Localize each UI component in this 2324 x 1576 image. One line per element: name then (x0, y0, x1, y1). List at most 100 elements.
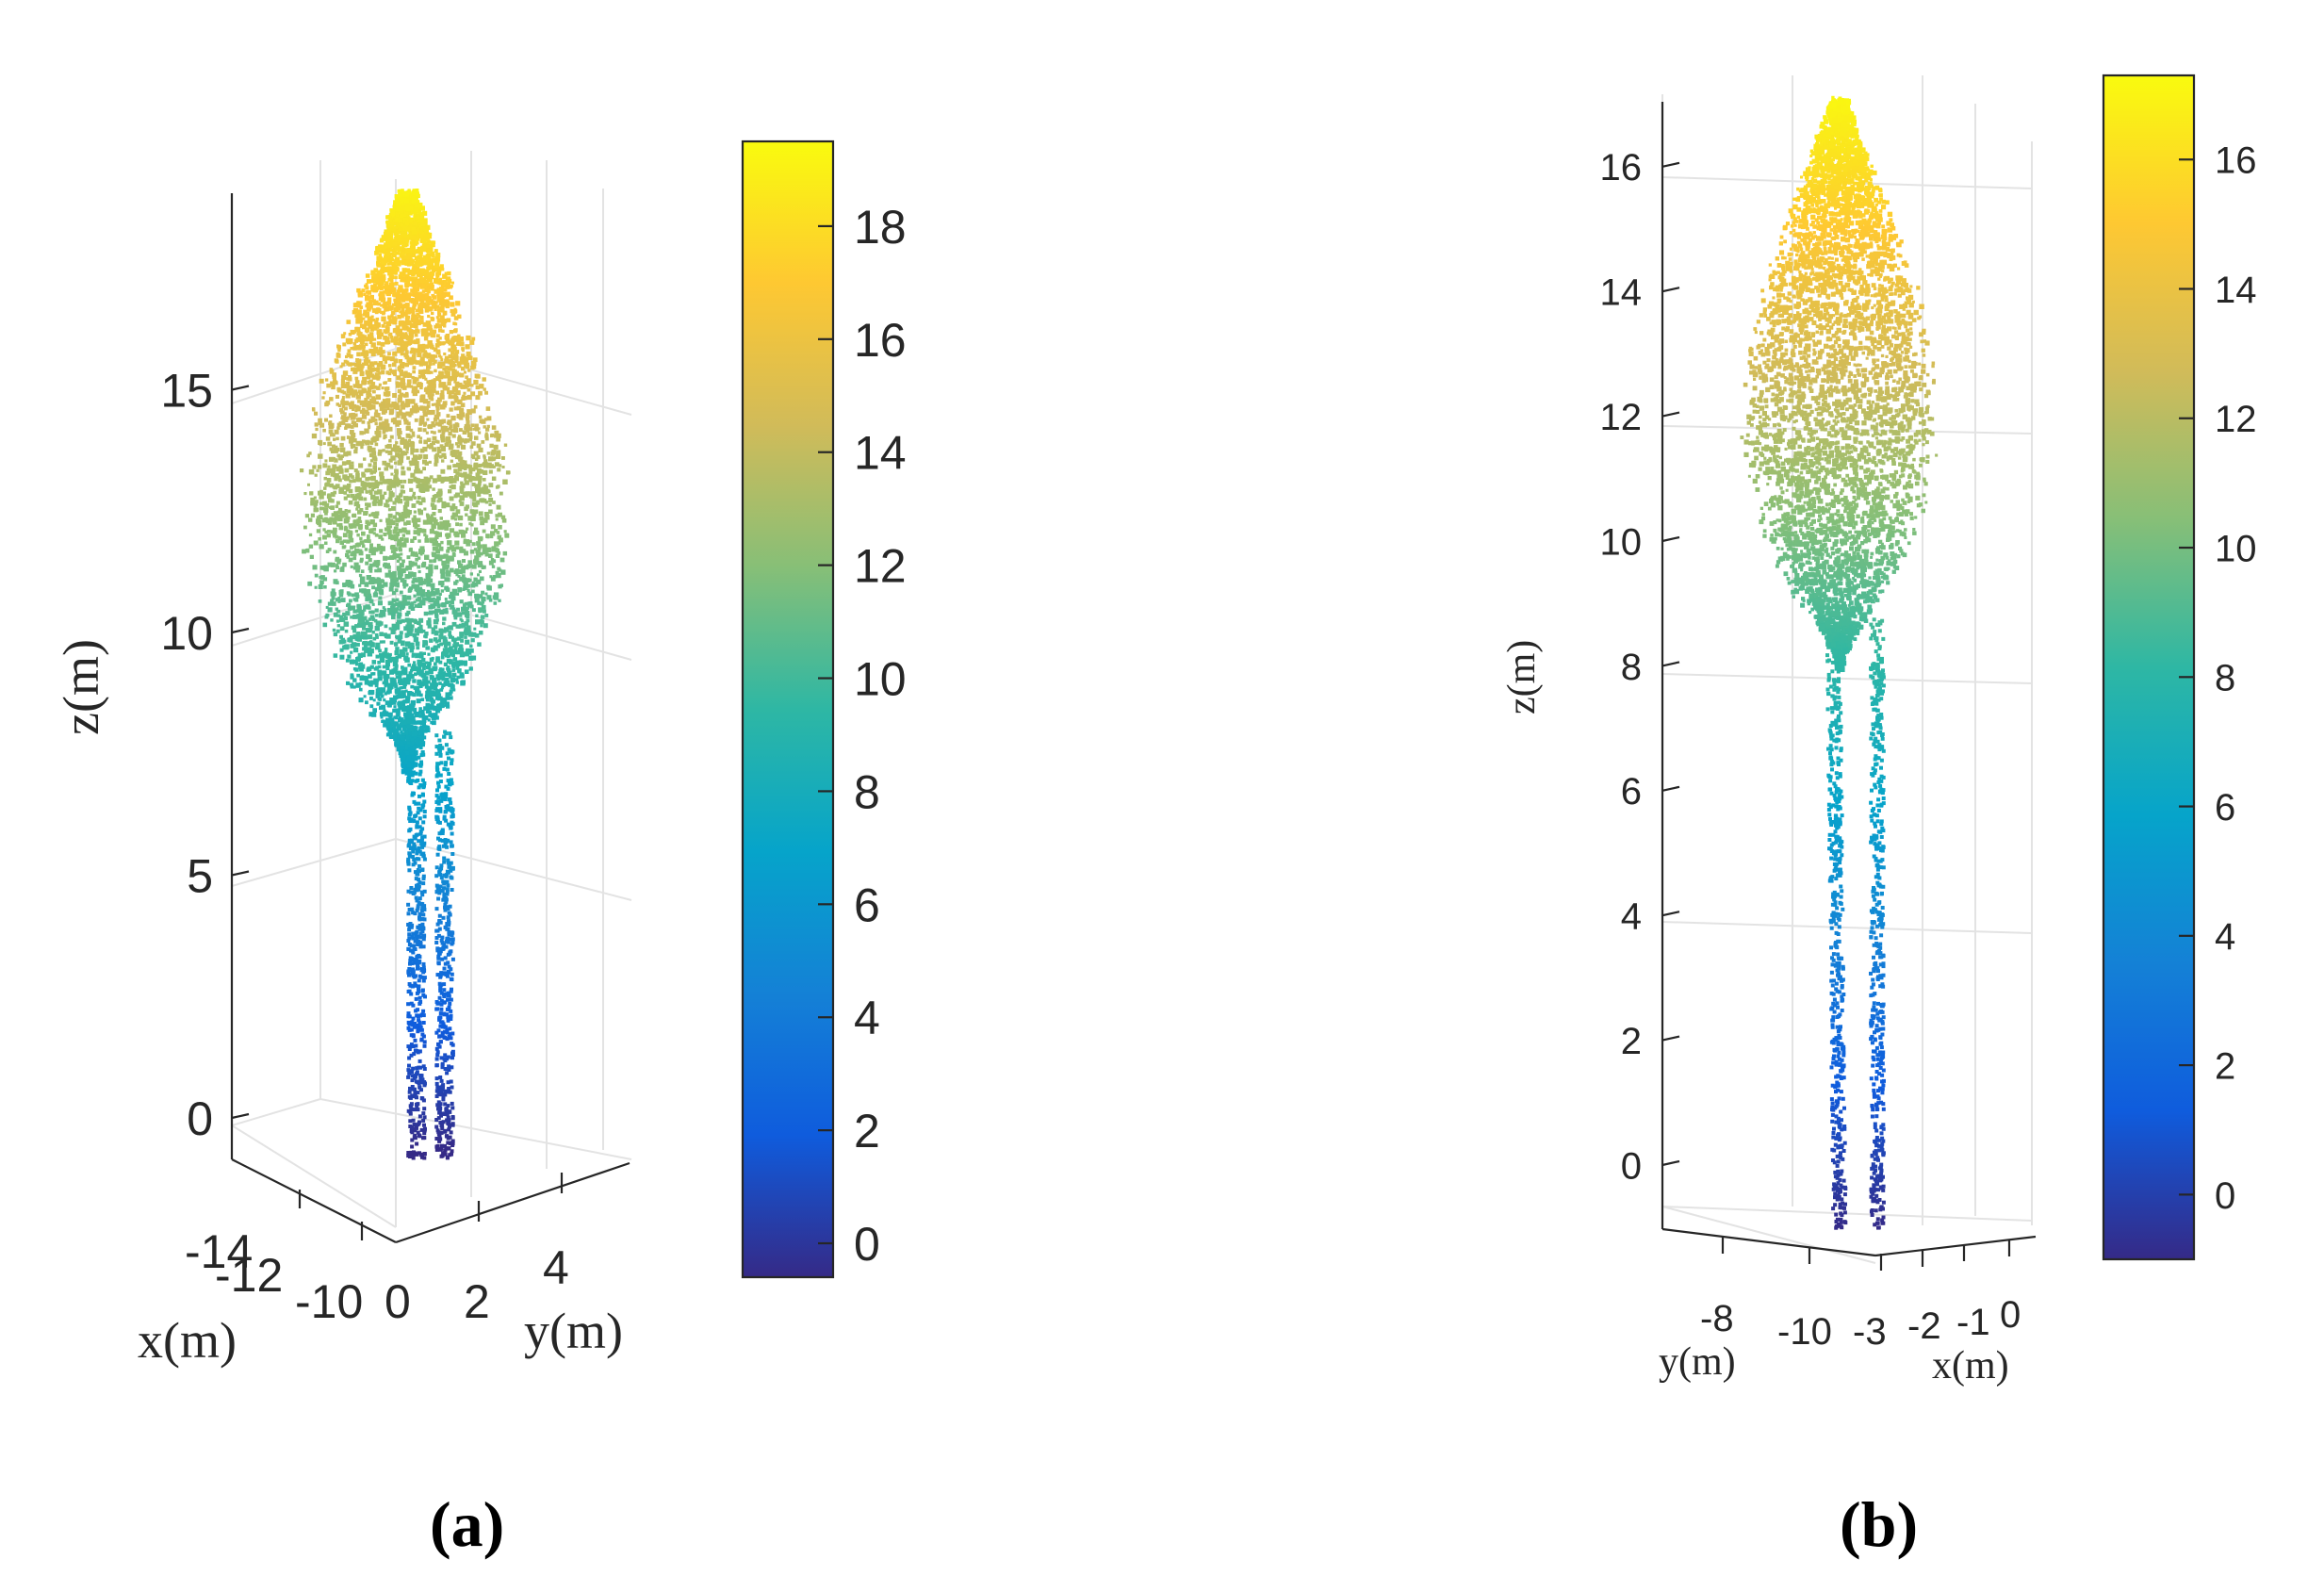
point (470, 638, 475, 643)
point (416, 1108, 420, 1112)
point (447, 271, 451, 276)
point (377, 501, 383, 506)
point (429, 638, 434, 643)
point (448, 1001, 452, 1006)
point (421, 346, 426, 351)
point (441, 946, 446, 951)
point (467, 650, 472, 655)
point (408, 1044, 413, 1049)
point (354, 592, 359, 598)
point (502, 550, 508, 556)
point (401, 404, 406, 410)
point (467, 491, 474, 497)
point (417, 369, 423, 375)
point (471, 542, 476, 547)
point (486, 595, 492, 600)
point (434, 1076, 439, 1081)
point (441, 1097, 446, 1102)
point (447, 932, 451, 937)
point (405, 652, 409, 656)
point (395, 621, 401, 627)
point (425, 513, 429, 517)
point (448, 625, 453, 631)
point (383, 261, 387, 266)
point (415, 1070, 419, 1075)
point (450, 1152, 453, 1157)
point (483, 418, 488, 421)
point (379, 471, 385, 477)
point (436, 299, 440, 303)
point (495, 570, 499, 575)
point (446, 915, 450, 920)
point (361, 407, 366, 412)
point (464, 480, 469, 485)
point (410, 553, 414, 557)
point (366, 575, 371, 581)
point (379, 476, 385, 482)
point (438, 974, 443, 978)
point (419, 271, 424, 276)
point (392, 725, 397, 731)
point (450, 663, 456, 667)
point (451, 621, 457, 627)
point (402, 346, 408, 351)
point (330, 492, 336, 498)
point (414, 628, 419, 633)
point (414, 813, 418, 818)
point (457, 574, 461, 579)
point (379, 670, 384, 676)
point (434, 751, 439, 756)
point (418, 653, 424, 659)
point (486, 424, 490, 429)
point (449, 977, 453, 981)
point (368, 566, 373, 571)
point (397, 638, 402, 644)
point (440, 1032, 445, 1037)
point (348, 333, 352, 337)
point (488, 483, 494, 488)
point (448, 1026, 452, 1031)
point (421, 874, 426, 878)
point (417, 382, 422, 386)
point (358, 550, 364, 556)
point (421, 665, 426, 670)
point (436, 896, 441, 901)
point (482, 609, 486, 614)
point (417, 869, 421, 874)
point (380, 310, 384, 315)
point (365, 526, 369, 530)
point (405, 425, 411, 431)
point (439, 998, 444, 1003)
point (372, 465, 377, 470)
point (393, 667, 398, 672)
point (427, 624, 432, 629)
point (375, 693, 381, 698)
point (372, 501, 377, 506)
point (352, 479, 356, 484)
point (447, 381, 451, 386)
point (420, 778, 425, 782)
point (436, 334, 440, 338)
point (335, 598, 339, 602)
point (323, 486, 327, 490)
point (464, 631, 469, 636)
point (414, 297, 419, 302)
point (412, 357, 416, 361)
point (405, 350, 409, 354)
point (436, 1130, 441, 1135)
point (413, 836, 417, 841)
point (432, 690, 435, 694)
point (422, 1115, 427, 1120)
point (416, 1014, 420, 1018)
point (346, 435, 351, 439)
point (413, 1092, 417, 1097)
point (449, 989, 453, 993)
point (408, 961, 412, 966)
point (381, 294, 385, 299)
point (455, 522, 459, 527)
point (497, 534, 502, 540)
point (406, 939, 411, 943)
point (503, 530, 507, 534)
point (442, 988, 447, 993)
point (315, 500, 319, 504)
